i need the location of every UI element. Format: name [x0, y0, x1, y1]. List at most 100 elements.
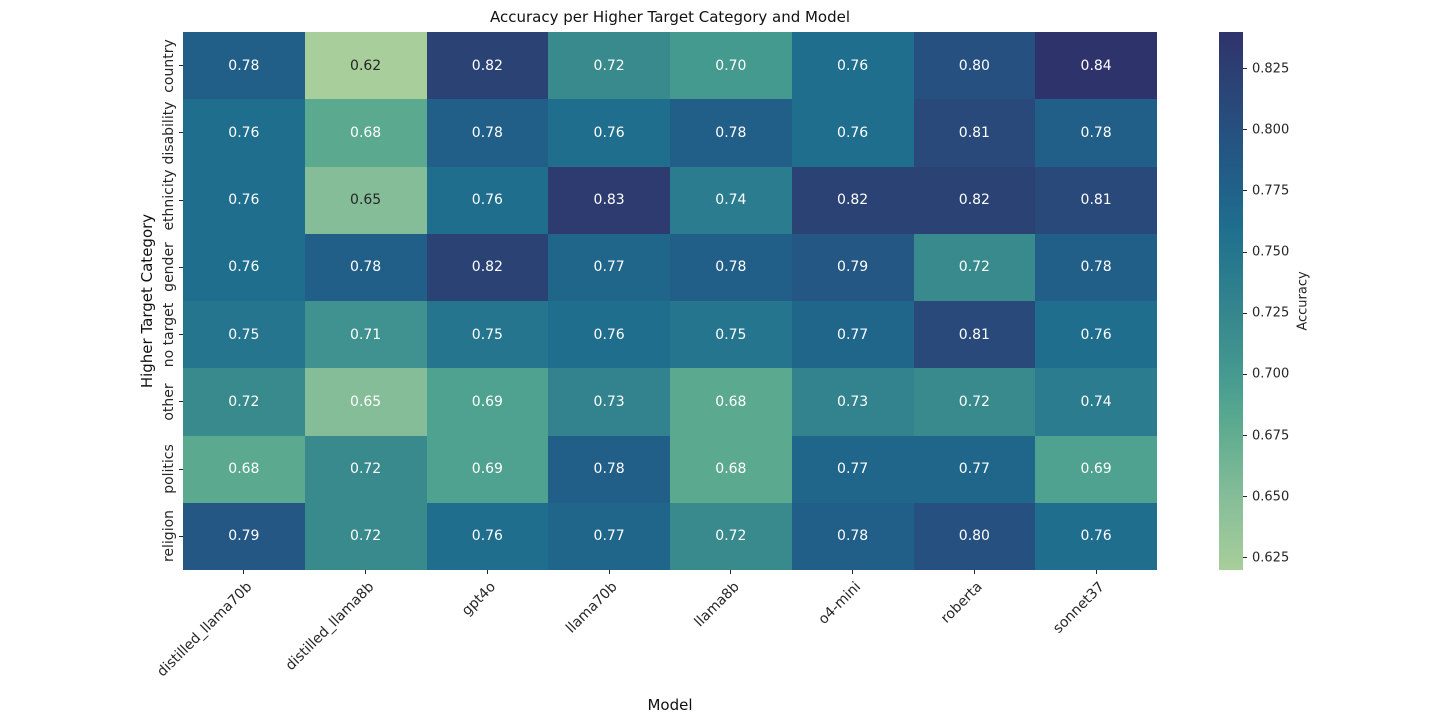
heatmap-cell: 0.78	[183, 32, 305, 100]
y-tick-label: country	[161, 38, 177, 93]
heatmap-cell: 0.68	[670, 368, 792, 436]
heatmap-cell: 0.82	[791, 166, 914, 234]
heatmap-cell: 0.69	[426, 368, 549, 436]
y-tick-mark	[179, 334, 183, 336]
heatmap-cell: 0.76	[791, 99, 914, 167]
x-tick-label: roberta	[938, 579, 986, 627]
colorbar-tick-mark	[1243, 557, 1247, 559]
colorbar-tick-label: 0.675	[1252, 428, 1290, 443]
heatmap-cell: 0.76	[1035, 502, 1157, 570]
colorbar-tick-mark	[1243, 68, 1247, 70]
colorbar-tick-mark	[1243, 312, 1247, 314]
heatmap-cell: 0.81	[913, 301, 1036, 369]
heatmap-grid: 0.78 0.62 0.82 0.72 0.70 0.76 0.80 0.84 0.76 0.68…	[183, 32, 1157, 570]
x-tick-mark	[730, 570, 732, 574]
heatmap-cell: 0.76	[183, 99, 305, 167]
heatmap-cell: 0.72	[304, 502, 427, 570]
x-tick-label: llama8b	[691, 579, 743, 631]
heatmap-cell: 0.77	[791, 435, 914, 503]
heatmap-cell: 0.62	[304, 32, 427, 100]
x-axis-label: Model	[647, 696, 693, 714]
heatmap-cell: 0.68	[670, 435, 792, 503]
heatmap-cell: 0.84	[1035, 32, 1157, 100]
heatmap-cell: 0.65	[304, 368, 427, 436]
heatmap-cell: 0.76	[1035, 301, 1157, 369]
y-axis-label: Higher Target Category	[138, 213, 156, 389]
colorbar-tick-mark	[1243, 129, 1247, 131]
y-tick-mark	[179, 535, 183, 537]
colorbar-tick-label: 0.775	[1252, 183, 1290, 199]
heatmap-cell: 0.82	[913, 166, 1036, 234]
heatmap-cell: 0.79	[183, 502, 305, 570]
colorbar-tick-label: 0.725	[1252, 305, 1290, 321]
x-tick-mark	[1095, 570, 1097, 574]
heatmap-cell: 0.65	[304, 166, 427, 234]
heatmap-cell: 0.76	[183, 166, 305, 234]
heatmap-cell: 0.76	[791, 32, 914, 100]
y-tick-label: other	[161, 383, 177, 421]
y-tick-mark	[179, 468, 183, 470]
heatmap-cell: 0.82	[426, 32, 549, 100]
heatmap-cell: 0.75	[426, 301, 549, 369]
heatmap-cell: 0.70	[670, 32, 792, 100]
x-tick-label: gpt4o	[458, 579, 499, 620]
heatmap-cell: 0.77	[913, 435, 1036, 503]
colorbar-tick-mark	[1243, 435, 1247, 436]
y-tick-mark	[179, 401, 183, 403]
heatmap-cell: 0.76	[183, 233, 305, 301]
y-tick-mark	[179, 65, 183, 67]
y-tick-label: religion	[161, 510, 177, 563]
y-tick-label: disability	[161, 101, 177, 165]
y-tick-label: ethnicity	[161, 169, 177, 231]
y-tick-label: politics	[161, 444, 177, 494]
colorbar-tick-label: 0.800	[1252, 122, 1290, 138]
heatmap-cell: 0.69	[1035, 435, 1157, 503]
heatmap-cell: 0.81	[1035, 166, 1157, 234]
heatmap-cell: 0.68	[183, 435, 305, 503]
colorbar-tick-label: 0.625	[1252, 550, 1290, 566]
heatmap-cell: 0.73	[548, 368, 670, 436]
heatmap-cell: 0.82	[426, 233, 549, 301]
colorbar-tick-mark	[1243, 373, 1247, 375]
y-tick-mark	[179, 132, 183, 134]
heatmap-cell: 0.80	[913, 32, 1036, 100]
colorbar-tick-mark	[1243, 190, 1247, 192]
heatmap-cell: 0.78	[670, 99, 792, 167]
heatmap-cell: 0.74	[670, 166, 792, 234]
x-tick-mark	[608, 570, 610, 574]
colorbar-tick-label: 0.750	[1252, 244, 1290, 260]
heatmap-cell: 0.72	[183, 368, 305, 436]
heatmap-cell: 0.78	[791, 502, 914, 570]
heatmap-cell: 0.77	[548, 233, 670, 301]
heatmap-cell: 0.72	[913, 368, 1036, 436]
heatmap-cell: 0.78	[426, 99, 549, 167]
colorbar-tick-mark	[1243, 496, 1247, 498]
heatmap-cell: 0.75	[183, 301, 305, 369]
heatmap-cell: 0.74	[1035, 368, 1157, 436]
heatmap-cell: 0.72	[913, 233, 1036, 301]
heatmap-cell: 0.78	[304, 233, 427, 301]
heatmap-cell: 0.75	[670, 301, 792, 369]
y-tick-mark	[179, 199, 183, 201]
heatmap-cell: 0.76	[426, 502, 549, 570]
colorbar-tick-label: 0.825	[1252, 61, 1290, 77]
x-tick-label: sonnet37	[1049, 579, 1108, 637]
x-tick-mark	[852, 570, 854, 574]
heatmap-cell: 0.73	[791, 368, 914, 436]
colorbar-tick-label: 0.700	[1252, 366, 1290, 382]
heatmap-cell: 0.81	[913, 99, 1036, 167]
colorbar-gradient	[1219, 32, 1243, 570]
heatmap-cell: 0.77	[548, 502, 670, 570]
heatmap-cell: 0.78	[548, 435, 670, 503]
x-tick-mark	[243, 570, 245, 574]
colorbar-tick-mark	[1243, 251, 1247, 253]
colorbar-tick-label: 0.650	[1252, 489, 1290, 505]
heatmap-cell: 0.71	[304, 301, 427, 369]
heatmap-cell: 0.72	[304, 435, 427, 503]
x-tick-mark	[973, 570, 975, 574]
chart-title: Accuracy per Higher Target Category and …	[489, 8, 851, 26]
heatmap-cell: 0.76	[426, 166, 549, 234]
heatmap-cell: 0.79	[791, 233, 914, 301]
heatmap-cell: 0.77	[791, 301, 914, 369]
heatmap-cell: 0.78	[1035, 233, 1157, 301]
